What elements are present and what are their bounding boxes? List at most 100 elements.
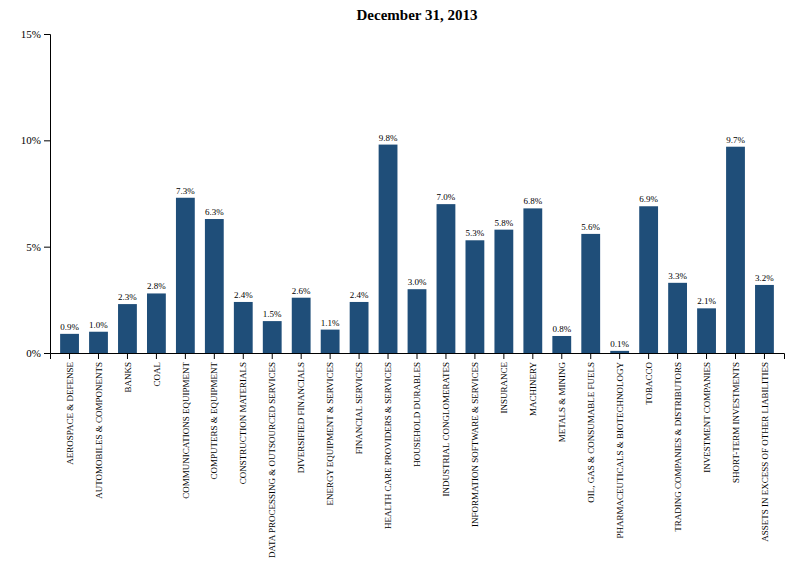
tick: FINANCIAL SERVICES (354, 353, 364, 454)
bar (552, 336, 571, 353)
tick: PHARMACEUTICALS & BIOTECHNOLOGY (615, 353, 625, 539)
tick-mark (69, 353, 70, 359)
bar (697, 308, 716, 353)
tick-label: 15% (21, 28, 41, 40)
tick-label: ENERGY EQUIPMENT & SERVICES (325, 362, 335, 506)
data-label: 2.3% (118, 292, 137, 302)
tick: 5% (26, 241, 50, 253)
tick: HEALTH CARE PROVIDERS & SERVICES (383, 353, 393, 529)
tick-label: ASSETS IN EXCESS OF OTHER LIABILITIES (760, 362, 770, 542)
tick: TRADING COMPANIES & DISTRIBUTORS (673, 353, 683, 532)
tick-mark (677, 353, 678, 359)
tick-mark (330, 353, 331, 359)
tick-mark (417, 353, 418, 359)
data-label: 0.9% (60, 322, 79, 332)
tick-label: TOBACCO (644, 362, 654, 405)
y-axis: 0% 5% 10% 15% (21, 28, 51, 359)
tick-mark (532, 353, 533, 359)
data-label: 6.9% (639, 194, 658, 204)
data-label: 1.0% (89, 320, 108, 330)
tick-label: DATA PROCESSING & OUTSOURCED SERVICES (267, 362, 277, 558)
data-label: 3.2% (755, 273, 774, 283)
data-label: 3.0% (408, 277, 427, 287)
data-label: 5.6% (581, 222, 600, 232)
tick: 0% (26, 347, 50, 359)
data-label: 1.1% (321, 318, 340, 328)
tick-label: SHORT-TERM INVESTMENTS (731, 362, 741, 483)
tick-label: MACHINERY (528, 362, 538, 417)
tick: ENERGY EQUIPMENT & SERVICES (325, 353, 335, 506)
data-label: 6.8% (523, 196, 542, 206)
tick: MACHINERY (528, 353, 538, 416)
data-label: 9.8% (379, 133, 398, 143)
tick: HOUSEHOLD DURABLES (412, 353, 422, 467)
tick-label: COAL (152, 362, 162, 387)
bar (350, 302, 369, 353)
tick-mark (98, 353, 99, 359)
tick-label: DIVERSIFIED FINANCIALS (296, 362, 306, 473)
tick-mark (44, 353, 50, 354)
bar (726, 147, 745, 353)
tick-mark (388, 353, 389, 359)
tick: METALS & MINING (557, 353, 567, 442)
tick-label: COMMUNICATIONS EQUIPMENT (181, 362, 191, 499)
tick-label: 10% (21, 134, 41, 146)
tick-label: AUTOMOBILES & COMPONENTS (94, 362, 104, 499)
tick-label: CONSTRUCTION MATERIALS (238, 362, 248, 484)
tick-label: INFORMATION SOFTWARE & SERVICES (470, 362, 480, 527)
bar (408, 289, 427, 353)
tick-mark (185, 353, 186, 359)
bar (263, 321, 282, 353)
tick-mark (156, 353, 157, 359)
tick-mark (648, 353, 649, 359)
tick-mark (735, 353, 736, 359)
tick: COAL (152, 353, 162, 387)
data-label: 0.1% (610, 339, 629, 349)
tick: COMMUNICATIONS EQUIPMENT (181, 353, 191, 499)
bar (147, 293, 166, 353)
tick: INDUSTRIAL CONGLOMERATES (441, 353, 451, 496)
data-label: 5.8% (494, 218, 513, 228)
chart: 0% 5% 10% 15% AEROSPACE & DEFENSEAUTOMOBILES… (0, 0, 799, 568)
bar (523, 208, 542, 353)
bar (205, 219, 224, 353)
axis-line (44, 35, 51, 354)
tick: SHORT-TERM INVESTMENTS (731, 353, 741, 483)
tick-mark (503, 353, 504, 359)
tick-mark (44, 247, 50, 248)
data-label: 2.4% (234, 290, 253, 300)
tick-mark (619, 353, 620, 359)
bar (321, 330, 340, 353)
bar (639, 206, 658, 353)
data-labels: 0.9%1.0%2.3%2.8%7.3%6.3%2.4%1.5%2.6%1.1%… (60, 133, 774, 349)
bar (668, 283, 687, 353)
tick-mark (44, 140, 50, 141)
data-label: 9.7% (726, 135, 745, 145)
tick: CONSTRUCTION MATERIALS (238, 353, 248, 484)
bar (755, 285, 774, 353)
tick: INFORMATION SOFTWARE & SERVICES (470, 353, 480, 527)
data-label: 3.3% (668, 271, 687, 281)
tick-mark (590, 353, 591, 359)
data-label: 2.4% (350, 290, 369, 300)
tick-mark (214, 353, 215, 359)
data-label: 2.1% (697, 296, 716, 306)
tick: OIL, GAS & CONSUMABLE FUELS (586, 353, 596, 503)
tick-label: 5% (26, 241, 41, 253)
bar (494, 230, 513, 353)
tick-label: 0% (26, 347, 41, 359)
data-label: 1.5% (263, 309, 282, 319)
bar (581, 234, 600, 353)
tick: TOBACCO (644, 353, 654, 405)
tick-label: HOUSEHOLD DURABLES (412, 362, 422, 467)
tick-mark (44, 34, 50, 35)
tick: 10% (21, 134, 50, 146)
axis-line (51, 354, 785, 360)
tick-mark (764, 353, 765, 359)
tick-label: INDUSTRIAL CONGLOMERATES (441, 362, 451, 496)
tick: 15% (21, 28, 50, 40)
x-axis: AEROSPACE & DEFENSEAUTOMOBILES & COMPONE… (51, 353, 785, 558)
tick-mark (301, 353, 302, 359)
tick-mark (243, 353, 244, 359)
tick: AUTOMOBILES & COMPONENTS (94, 353, 104, 499)
